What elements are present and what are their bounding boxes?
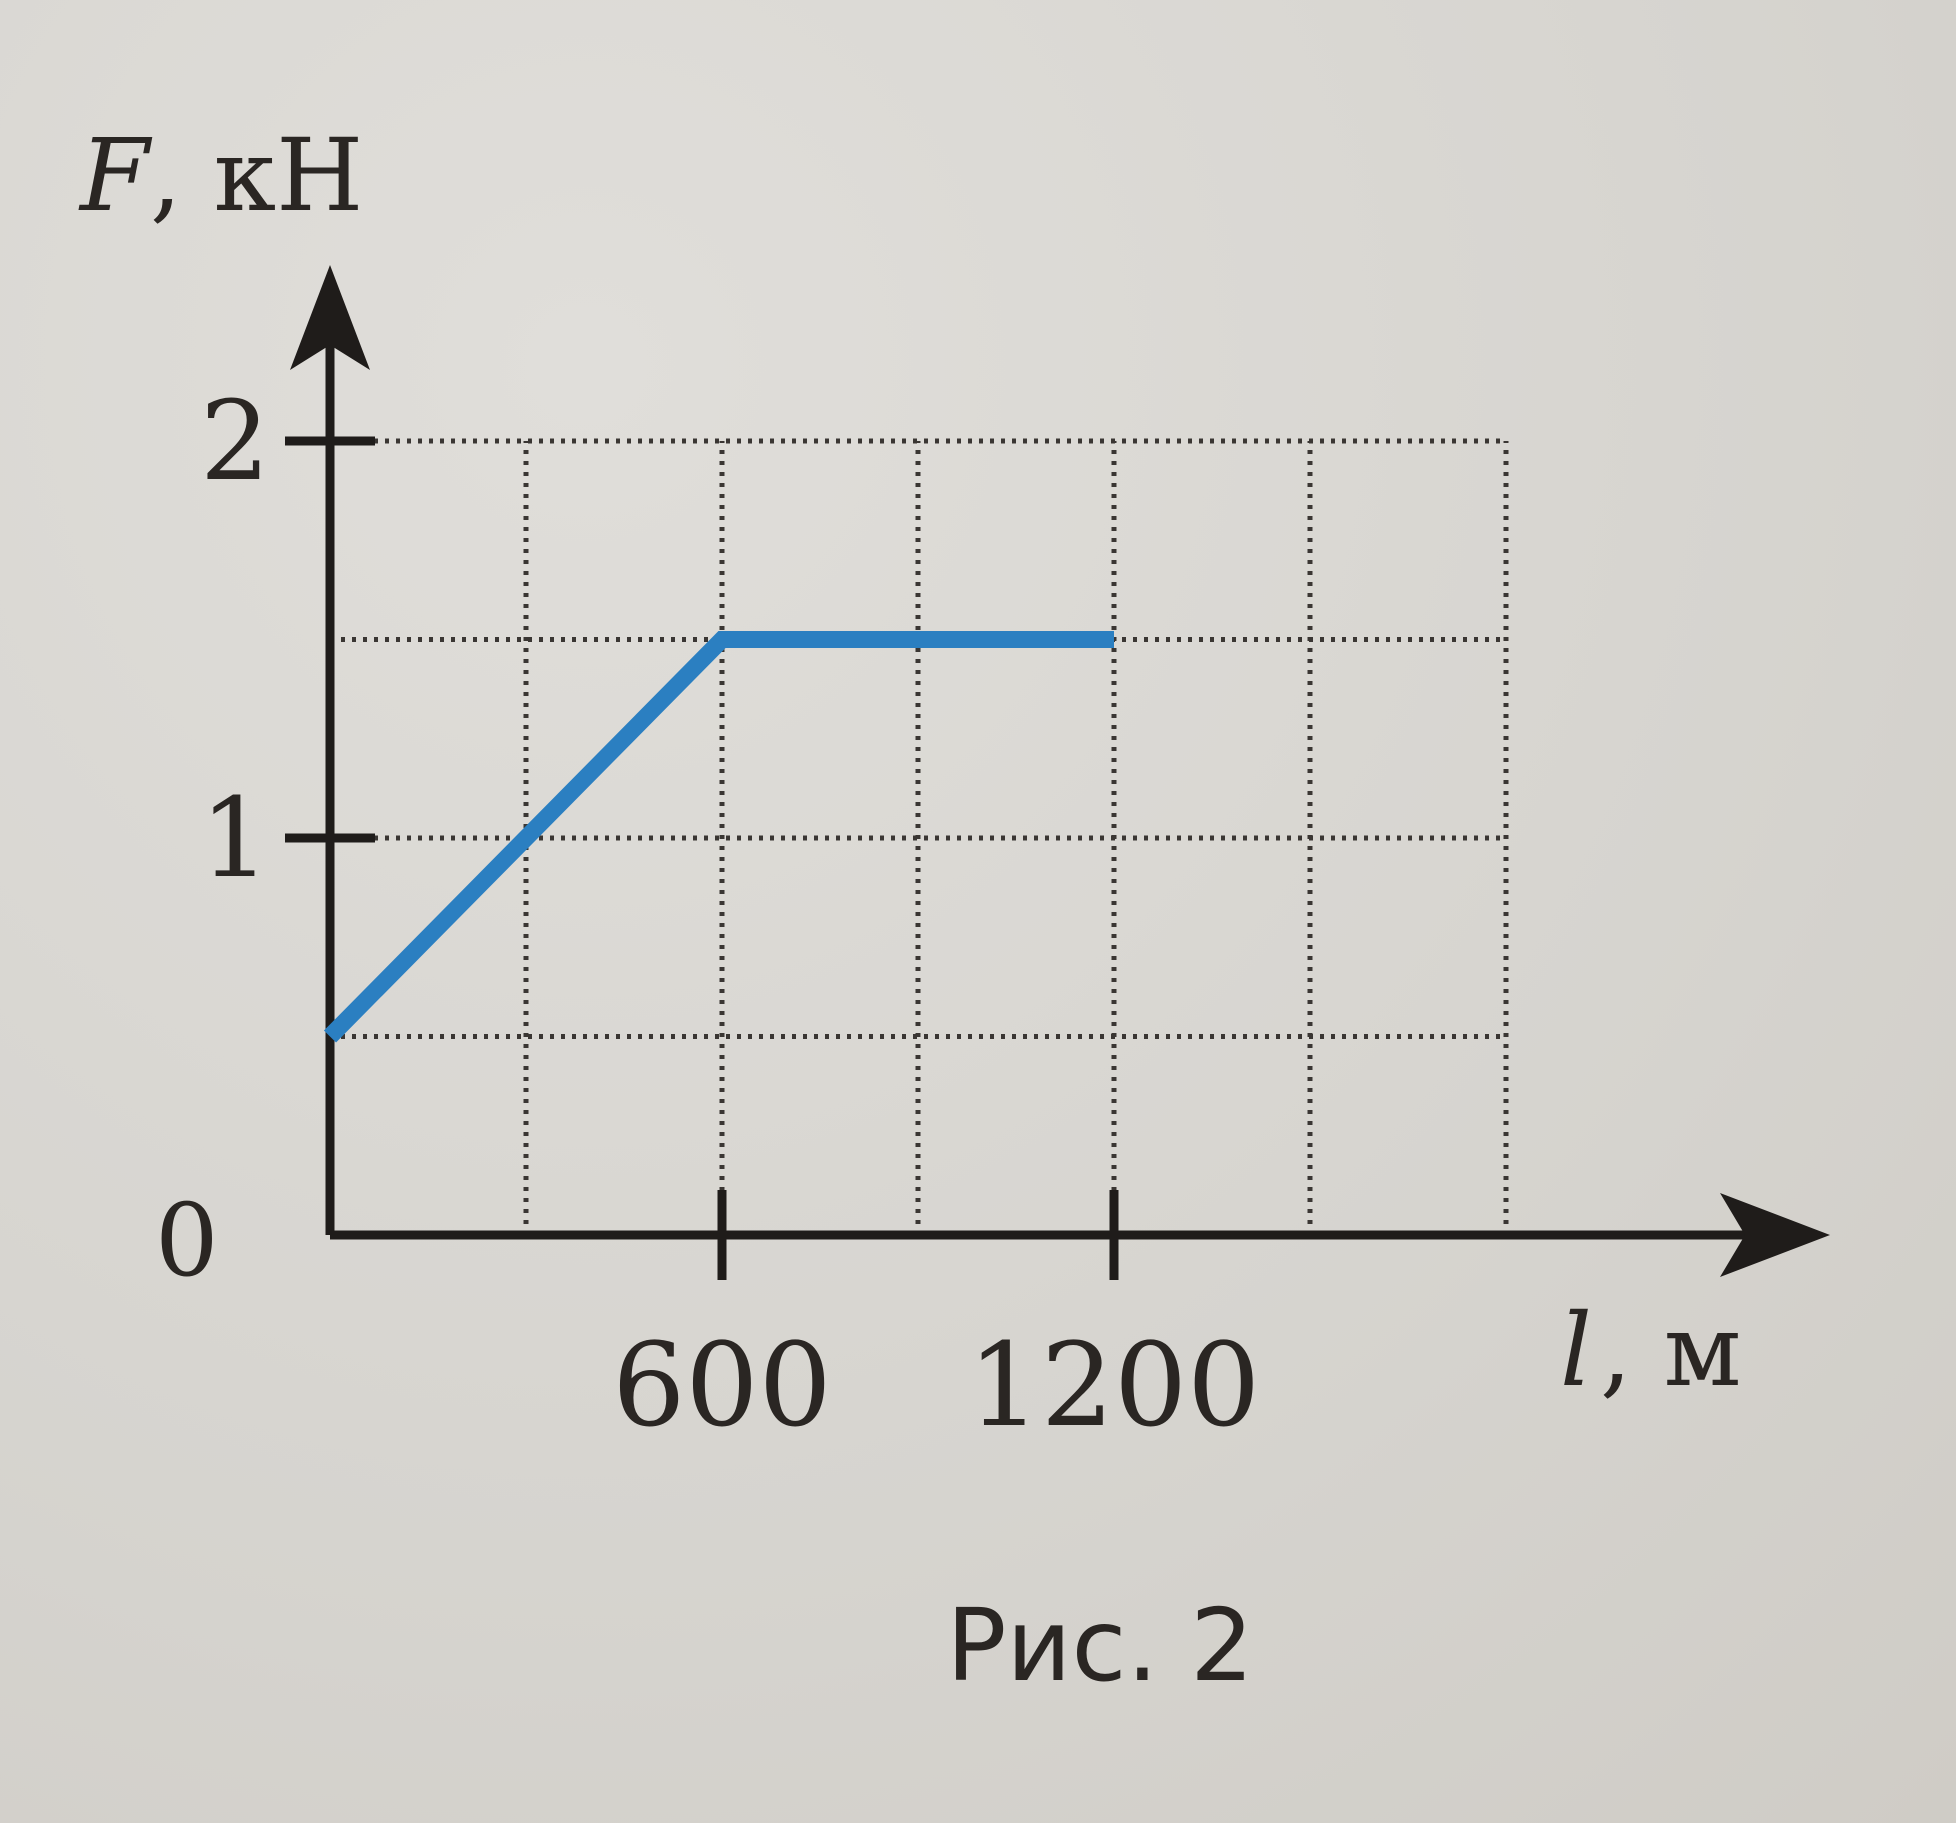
x-axis-label-unit: , м [1600, 1292, 1741, 1409]
x-tick-label: 600 [612, 1319, 832, 1453]
grid [330, 438, 1509, 1235]
y-axis-arrow-icon [290, 265, 370, 370]
x-tick-label: 1200 [968, 1319, 1261, 1453]
series [323, 631, 1114, 1043]
y-tick-label: 1 [200, 774, 270, 902]
series-line [323, 631, 1114, 1043]
y-axis-label-unit: , кН [150, 117, 363, 234]
x-axis-label-var: l [1560, 1292, 1592, 1409]
origin-label: 0 [155, 1182, 219, 1299]
figure-caption: Рис. 2 [946, 1587, 1253, 1704]
y-axis-label-var: F [78, 117, 153, 234]
y-tick-label: 2 [200, 377, 270, 505]
axes: 600 1200 1 2 [200, 265, 1830, 1453]
x-axis-arrow-icon [1720, 1193, 1830, 1277]
